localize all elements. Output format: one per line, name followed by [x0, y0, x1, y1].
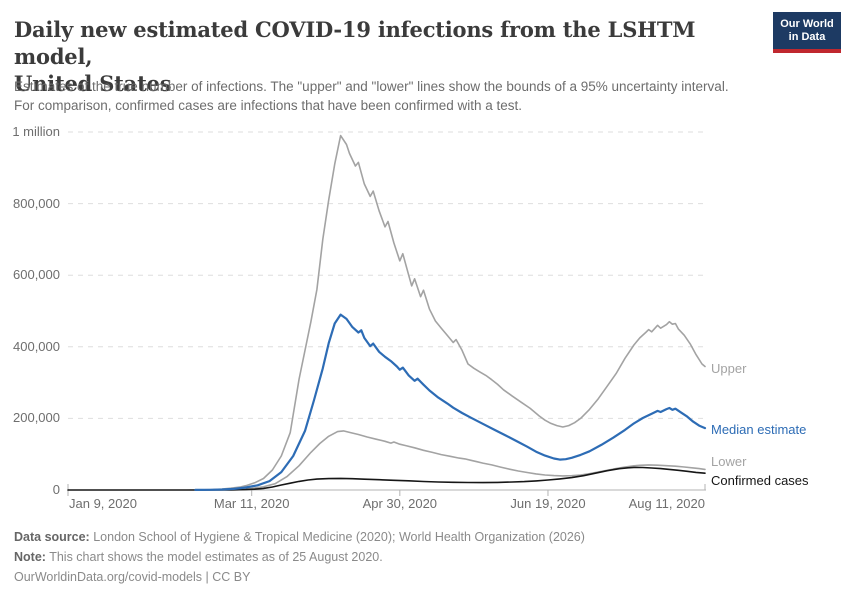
- series-line-lower: [194, 430, 706, 491]
- owid-logo-line1: Our World: [780, 17, 834, 30]
- y-tick-label: 1 million: [12, 124, 60, 139]
- series-line-upper: [194, 134, 706, 491]
- title-line-2: United States: [14, 71, 172, 96]
- footer-license-link[interactable]: OurWorldinData.org/covid-models | CC BY: [14, 570, 251, 584]
- chart-subtitle: Estimates of the true number of infectio…: [14, 77, 804, 115]
- data-source-label: Data source:: [14, 530, 90, 544]
- y-tick-label: 0: [52, 482, 60, 497]
- x-tick-label: Mar 11, 2020: [213, 496, 290, 511]
- page-title: Daily new estimated COVID-19 infections …: [14, 16, 759, 97]
- note-label: Note:: [14, 550, 46, 564]
- subtitle-line-2: For comparison, confirmed cases are infe…: [14, 98, 522, 113]
- series-label-confirmed: Confirmed cases: [711, 473, 809, 488]
- y-tick-label: 400,000: [13, 338, 60, 354]
- x-tick-label: Apr 30, 2020: [362, 496, 438, 511]
- y-tick-label: 600,000: [13, 267, 60, 283]
- x-tick-label: Aug 11, 2020: [628, 496, 705, 511]
- series-label-median: Median estimate: [711, 422, 807, 437]
- note-text: This chart shows the model estimates as …: [45, 550, 383, 564]
- subtitle-line-1: Estimates of the true number of infectio…: [14, 79, 729, 94]
- owid-logo-line2: in Data: [788, 30, 826, 43]
- owid-logo-red-bar: [773, 49, 841, 53]
- x-tick-label: Jun 19, 2020: [510, 496, 586, 511]
- owid-logo[interactable]: Our World in Data: [773, 12, 841, 53]
- y-tick-label: 800,000: [13, 195, 60, 211]
- series-line-median: [194, 313, 707, 491]
- x-tick-label: Jan 9, 2020: [69, 496, 137, 511]
- footer-note: Note: This chart shows the model estimat…: [14, 549, 834, 565]
- footer-data-source: Data source: London School of Hygiene & …: [14, 529, 834, 545]
- data-source-text: London School of Hygiene & Tropical Medi…: [89, 530, 585, 544]
- series-label-lower: Lower: [711, 454, 747, 469]
- series-label-upper: Upper: [711, 361, 747, 376]
- owid-logo-text: Our World in Data: [773, 12, 841, 49]
- series-line-confirmed: [67, 466, 706, 491]
- y-tick-label: 200,000: [13, 410, 60, 426]
- title-line-1: Daily new estimated COVID-19 infections …: [14, 17, 696, 69]
